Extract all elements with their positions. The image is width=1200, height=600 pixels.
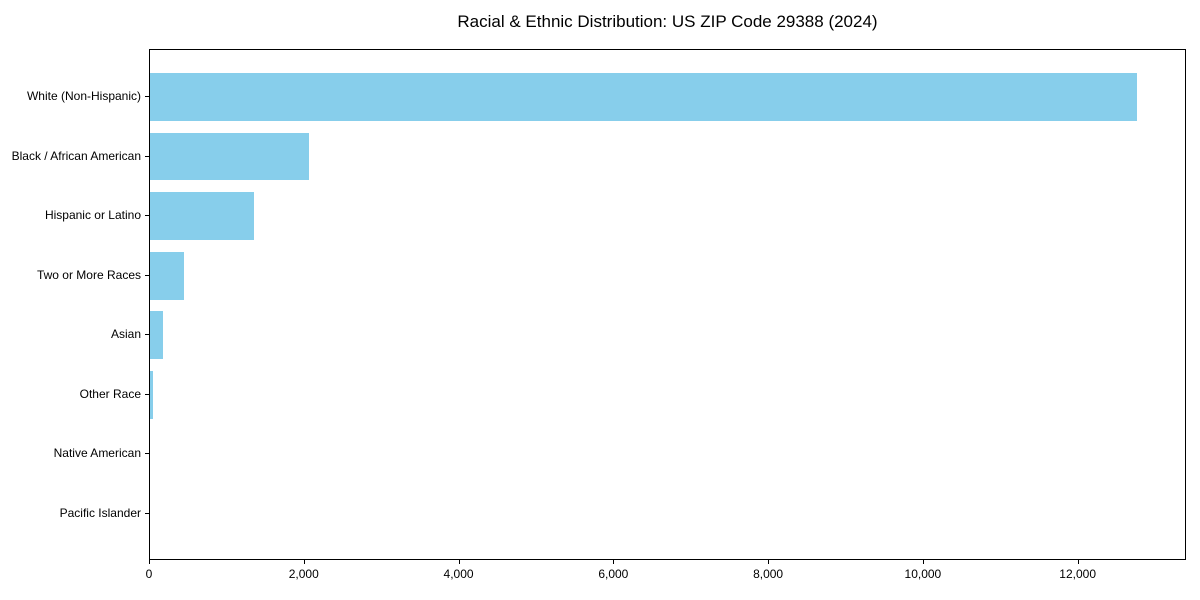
x-tick-label: 12,000 xyxy=(1059,567,1096,581)
bar xyxy=(150,251,185,300)
x-tick-mark xyxy=(458,560,460,564)
y-tick-label: Two or More Races xyxy=(36,267,141,282)
plot-area xyxy=(149,49,1186,560)
bar xyxy=(150,311,164,360)
y-tick-label: Native American xyxy=(53,446,141,461)
x-tick-label: 0 xyxy=(145,567,153,581)
x-tick-mark xyxy=(613,560,615,564)
chart-title: Racial & Ethnic Distribution: US ZIP Cod… xyxy=(457,12,878,31)
x-tick-label: 8,000 xyxy=(753,567,784,581)
bar xyxy=(150,73,1138,121)
y-tick-label: Black / African American xyxy=(11,148,141,163)
y-tick-label: Asian xyxy=(110,327,141,342)
x-tick-mark xyxy=(149,560,150,564)
x-tick-label: 10,000 xyxy=(904,567,942,581)
x-tick-mark xyxy=(1077,560,1079,564)
bar xyxy=(150,371,154,419)
bar xyxy=(150,132,310,181)
y-tick-label: Other Race xyxy=(79,386,141,401)
y-tick-mark xyxy=(145,96,149,98)
x-tick-label: 4,000 xyxy=(443,567,474,581)
y-tick-mark xyxy=(145,453,149,455)
y-tick-mark xyxy=(145,393,149,395)
y-tick-mark xyxy=(145,155,149,157)
x-tick-mark xyxy=(768,560,770,564)
x-tick-label: 2,000 xyxy=(288,567,319,581)
y-tick-mark xyxy=(145,274,149,276)
x-tick-label: 6,000 xyxy=(598,567,629,581)
y-tick-mark xyxy=(145,334,149,336)
x-tick-mark xyxy=(922,560,924,564)
x-tick-mark xyxy=(303,560,305,564)
bar xyxy=(150,192,255,240)
y-tick-label: White (Non-Hispanic) xyxy=(26,89,141,104)
y-tick-label: Pacific Islander xyxy=(59,505,141,520)
y-tick-label: Hispanic or Latino xyxy=(44,208,141,223)
y-tick-mark xyxy=(145,215,149,217)
y-tick-mark xyxy=(145,512,149,514)
